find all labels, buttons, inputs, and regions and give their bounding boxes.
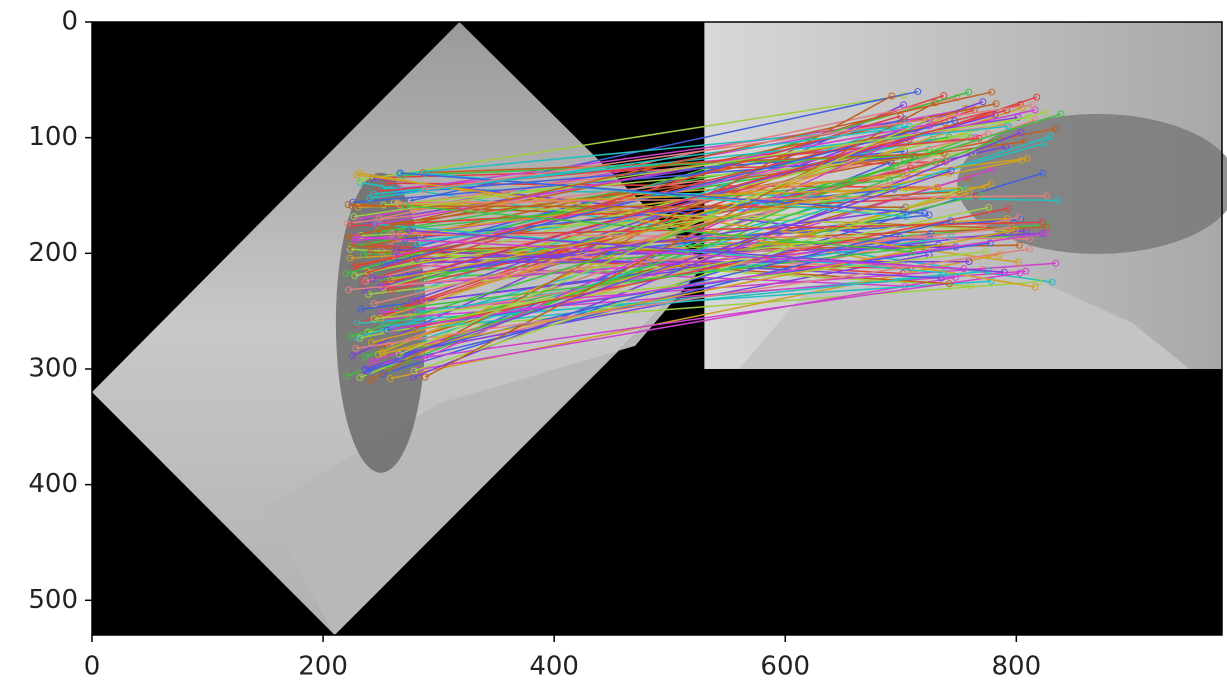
chart: 0 200 400 600 800 0 100 200 300 400 500 [0, 0, 1227, 686]
x-tick-label: 200 [298, 652, 348, 682]
x-tick-label: 400 [529, 652, 579, 682]
x-tick-label: 800 [992, 652, 1042, 682]
x-tick-label: 600 [760, 652, 810, 682]
y-tick-label: 0 [61, 7, 78, 37]
y-tick-label: 300 [28, 353, 78, 383]
x-tick-label: 0 [84, 652, 101, 682]
y-tick-label: 500 [28, 585, 78, 615]
y-tick-label: 100 [28, 122, 78, 152]
y-tick-label: 400 [28, 469, 78, 499]
y-tick-label: 200 [28, 238, 78, 268]
page: 02004006008000100200300400500 (() => { c… [0, 0, 1227, 686]
